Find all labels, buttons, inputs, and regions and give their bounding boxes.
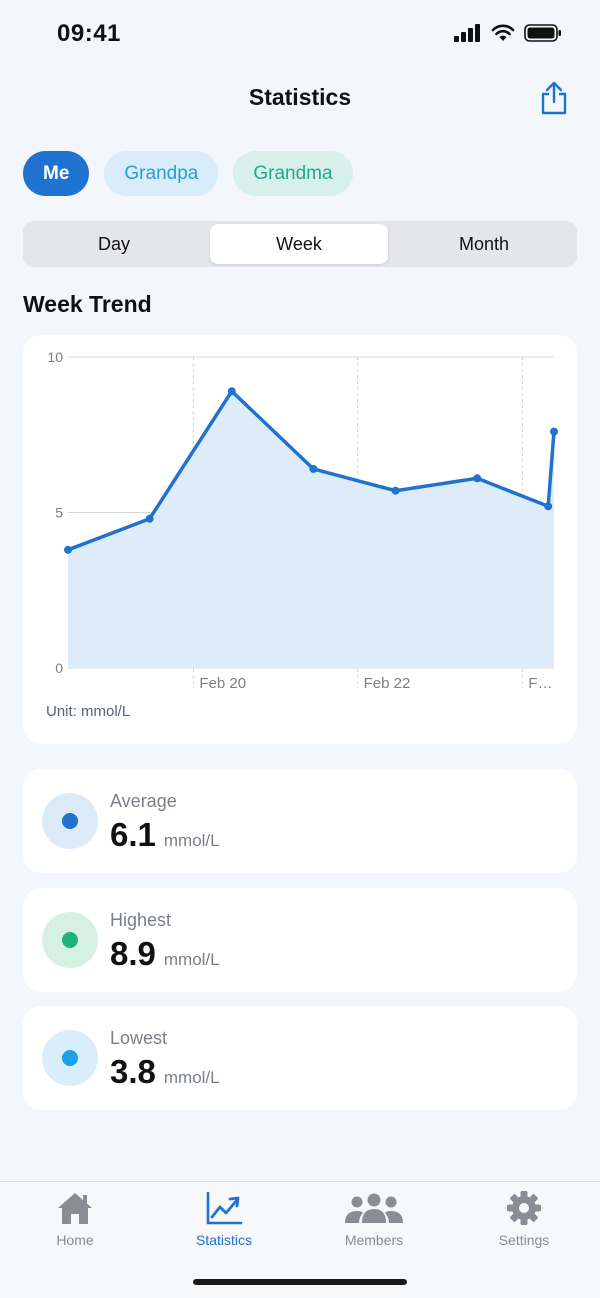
- stat-unit: mmol/L: [163, 1068, 220, 1087]
- tab-home[interactable]: Home: [0, 1190, 150, 1250]
- segment-month[interactable]: Month: [458, 233, 510, 254]
- trend-chart-card: 0 5 10 Feb 20 Feb 22 F… Unit: mmol/L: [23, 335, 577, 744]
- segment-day[interactable]: Day: [97, 233, 130, 254]
- status-icons: [454, 24, 562, 42]
- house-icon: [58, 1193, 92, 1224]
- tab-label: Settings: [498, 1232, 550, 1248]
- stat-value-row: 6.1 mmol/L: [110, 816, 220, 854]
- period-segmented-control: Day Week Month: [23, 221, 577, 267]
- x-tick-label: Feb 20: [199, 675, 246, 692]
- chart-icon: [206, 1191, 243, 1225]
- tab-members[interactable]: Members: [299, 1190, 449, 1250]
- unit-label: Unit: mmol/L: [46, 703, 131, 720]
- stat-value: 8.9: [110, 935, 156, 972]
- signal-icon: [454, 24, 480, 42]
- stat-icon-circle: [42, 912, 98, 968]
- share-button[interactable]: [538, 80, 570, 116]
- home-indicator: [193, 1279, 407, 1285]
- member-selector: Me Grandpa Grandma: [23, 151, 353, 196]
- stat-unit: mmol/L: [163, 950, 220, 969]
- people-icon: [345, 1193, 403, 1223]
- stat-label: Highest: [110, 910, 172, 930]
- series-area: [68, 391, 554, 668]
- stat-unit: mmol/L: [163, 831, 220, 850]
- section-title-week-trend: Week Trend: [23, 291, 152, 317]
- data-point[interactable]: [391, 486, 400, 495]
- stat-value-row: 8.9 mmol/L: [110, 935, 220, 973]
- member-chip-grandma[interactable]: Grandma: [233, 151, 353, 196]
- tab-statistics[interactable]: Statistics: [149, 1190, 299, 1250]
- stat-dot-icon: [62, 932, 78, 948]
- stat-value: 6.1: [110, 816, 156, 853]
- stat-card-average: Average 6.1 mmol/L: [23, 769, 577, 873]
- series-line: [66, 389, 556, 552]
- stat-label: Lowest: [110, 1028, 168, 1048]
- data-point[interactable]: [227, 387, 236, 396]
- y-tick-label: 0: [55, 660, 63, 676]
- share-icon: [541, 81, 567, 115]
- y-tick-label: 10: [47, 349, 63, 365]
- trend-chart: 0 5 10 Feb 20 Feb 22 F…: [47, 349, 558, 692]
- tab-settings[interactable]: Settings: [449, 1190, 599, 1250]
- x-tick-label: F…: [528, 675, 552, 692]
- tab-label: Home: [56, 1232, 94, 1248]
- member-chip-me[interactable]: Me: [23, 151, 90, 196]
- data-point[interactable]: [544, 502, 553, 511]
- stat-card-lowest: Lowest 3.8 mmol/L: [23, 1006, 577, 1110]
- stat-card-highest: Highest 8.9 mmol/L: [23, 888, 577, 992]
- stat-icon-circle: [42, 793, 98, 849]
- status-time: 09:41: [57, 20, 121, 47]
- y-tick-label: 5: [55, 505, 63, 521]
- tab-bar: Home Statistics Members: [0, 1181, 600, 1298]
- status-bar: 09:41: [0, 0, 600, 70]
- x-tick-label: Feb 22: [364, 675, 411, 692]
- stat-icon-circle: [42, 1030, 98, 1086]
- data-point[interactable]: [550, 427, 558, 436]
- gear-icon: [507, 1191, 541, 1225]
- segment-week[interactable]: Week: [210, 224, 388, 264]
- data-point[interactable]: [145, 514, 154, 523]
- data-point[interactable]: [309, 464, 318, 473]
- tab-label: Statistics: [195, 1232, 252, 1248]
- data-point[interactable]: [64, 545, 72, 554]
- page-title: Statistics: [248, 84, 352, 110]
- battery-icon: [524, 24, 561, 42]
- data-point[interactable]: [473, 474, 482, 483]
- stat-value-row: 3.8 mmol/L: [110, 1053, 220, 1091]
- tab-label: Members: [344, 1232, 404, 1248]
- header: Statistics: [0, 70, 600, 130]
- stat-value: 3.8: [110, 1053, 156, 1090]
- stat-label: Average: [110, 791, 177, 811]
- member-chip-grandpa[interactable]: Grandpa: [104, 151, 219, 196]
- wifi-icon: [491, 24, 515, 41]
- stat-dot-icon: [62, 813, 78, 829]
- stat-dot-icon: [62, 1050, 78, 1066]
